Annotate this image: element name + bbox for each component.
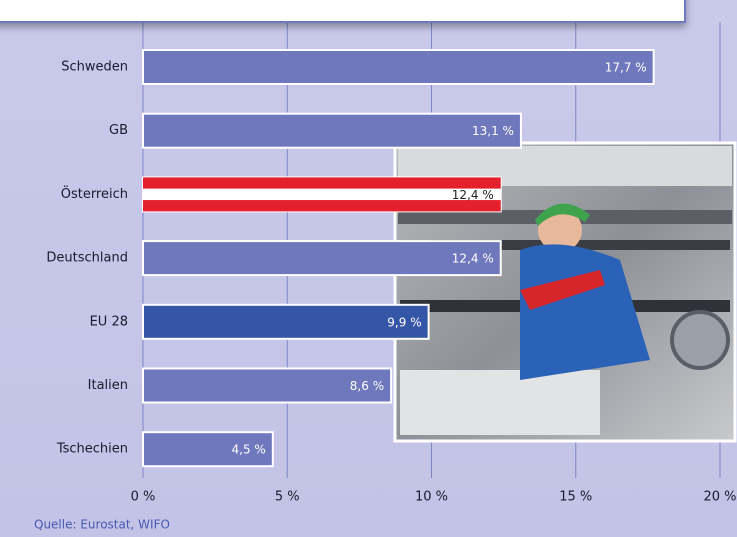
bar-stripe [143, 200, 501, 211]
y-tick-label: Italien [88, 378, 128, 393]
y-tick-label: Österreich [61, 185, 128, 202]
bar [143, 241, 501, 275]
bar [143, 114, 521, 148]
x-tick-label: 20 % [703, 490, 736, 505]
x-tick-label: 15 % [559, 490, 592, 505]
bar [143, 305, 429, 339]
y-tick-label: Deutschland [46, 251, 128, 266]
y-tick-label: Schweden [61, 60, 128, 75]
value-label: 13,1 % [472, 124, 514, 138]
bar-stripe [143, 177, 501, 188]
bar-stripe [143, 189, 501, 200]
value-label: 8,6 % [350, 379, 384, 393]
value-label: 12,4 % [452, 188, 494, 202]
value-label: 17,7 % [605, 61, 647, 75]
y-tick-label: GB [109, 123, 128, 138]
value-label: 9,9 % [387, 315, 421, 329]
value-label: 12,4 % [452, 252, 494, 266]
x-tick-label: 0 % [131, 490, 156, 505]
x-tick-label: 5 % [275, 490, 300, 505]
y-tick-label: EU 28 [90, 314, 128, 329]
value-label: 4,5 % [232, 443, 266, 457]
bar [143, 177, 501, 211]
bar [143, 50, 654, 84]
header-box [0, 0, 685, 22]
x-tick-label: 10 % [415, 490, 448, 505]
source-note: Quelle: Eurostat, WIFO [34, 518, 170, 532]
y-tick-label: Tschechien [56, 442, 128, 457]
